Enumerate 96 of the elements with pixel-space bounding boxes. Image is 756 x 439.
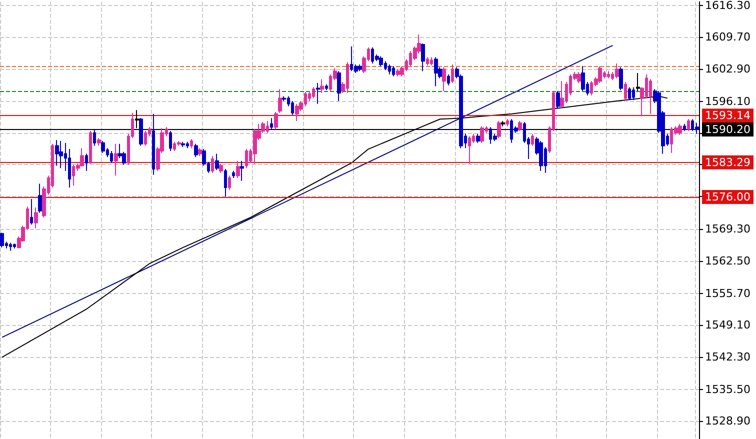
candlestick [426,56,429,66]
candlestick [97,138,101,146]
candlestick [560,80,564,109]
candlestick [152,113,155,176]
candlestick [678,123,682,136]
candlestick [624,82,627,101]
candlestick [388,64,391,75]
ref-line-label: 1590.20 [705,123,750,136]
y-tick-label: 1596.10 [705,95,750,108]
candlestick [421,43,425,72]
candlestick [628,86,631,101]
candlestick [9,242,12,252]
candlestick [619,66,623,91]
candlestick [224,168,227,198]
candlestick [447,74,450,86]
candlestick [506,118,509,127]
candlestick [581,66,585,92]
candlestick [291,100,294,116]
y-tick-label: 1569.30 [705,222,750,236]
y-tick-label: 1616.30 [705,0,750,12]
candlestick [649,78,652,114]
y-tick-label: 1555.70 [705,287,750,300]
y-tick-label: 1549.10 [705,318,750,332]
ref-line-label: 1593.14 [705,109,750,122]
candlestick [687,118,690,132]
candlestick [101,140,105,154]
y-tick-label: 1542.30 [705,350,750,364]
candlestick [480,126,484,144]
candlestick [430,56,433,66]
candlestick [144,130,147,146]
candlestick [55,140,59,166]
candlestick [518,120,522,132]
candlestick [80,148,84,168]
candlestick [169,130,172,152]
candlestick [38,183,42,214]
y-tick-label: 1562.50 [705,254,750,268]
candlestick [232,170,235,179]
candlestick [316,82,320,104]
candlestick [240,160,244,182]
candlestick [598,66,602,84]
y-tick-label: 1609.70 [705,30,750,44]
candlestick [337,70,341,102]
candlestick [198,148,202,157]
candlestick [497,120,501,139]
candlestick [501,120,505,127]
candlestick [215,153,219,170]
y-tick-label: 1535.50 [705,383,750,396]
candlestick [93,130,96,146]
ref-line-label: 1583.29 [705,156,750,169]
candlestick [85,153,88,172]
candlestick [295,103,299,122]
candlestick [539,140,543,172]
candlestick [451,64,454,84]
candlestick [110,150,113,164]
candlestick [228,175,231,190]
y-tick-label: 1602.90 [705,62,750,76]
candlestick [181,141,185,148]
candlestick [468,136,471,164]
candlestick [0,232,4,248]
candlestick [476,133,480,144]
candlestick [34,207,38,229]
y-tick-label: 1528.90 [705,414,750,428]
candlestick [442,66,446,92]
candlestick [434,56,438,87]
candlestick [379,56,383,67]
candlestick [219,163,223,174]
candlestick [274,111,278,130]
candlestick [190,138,193,149]
candlestick [278,88,282,114]
candlestick [531,133,534,146]
candlestick [636,72,640,92]
candlestick [139,118,143,146]
candlestick [396,68,400,77]
candlestick [577,72,581,84]
candlestick [114,143,118,176]
candlestick [392,66,395,77]
candlestick [632,86,635,101]
candlestick [211,156,214,174]
candlestick [312,86,315,99]
candlestick [556,90,560,109]
candlestick [194,143,198,158]
candlestick [615,62,619,79]
candlestick [236,160,240,179]
ref-line-label: 1576.00 [705,190,750,204]
candlestick [30,198,33,226]
candlestick [683,123,686,132]
candlestick [358,64,362,72]
candlestick [695,122,699,134]
candlestick [245,148,248,169]
candlestick [320,78,324,94]
candlestick [13,243,16,249]
candlestick [325,84,328,91]
candlestick [59,140,63,169]
candlestick [89,130,92,164]
candlestick [607,70,610,79]
candlestick [270,118,273,130]
